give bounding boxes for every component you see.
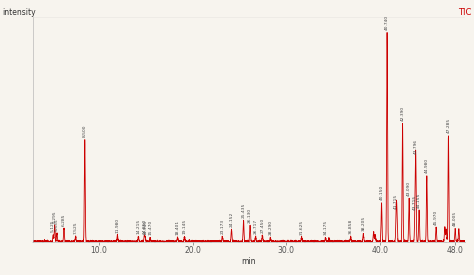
Text: 11.980: 11.980 [115, 218, 119, 233]
Text: 24.152: 24.152 [229, 211, 234, 227]
Text: 44.155: 44.155 [417, 192, 421, 208]
Text: 27.450: 27.450 [260, 217, 264, 233]
Text: 19.145: 19.145 [182, 219, 187, 234]
Text: 47.285: 47.285 [447, 118, 450, 133]
Text: 40.740: 40.740 [385, 15, 389, 30]
Text: 44.980: 44.980 [425, 158, 429, 173]
Text: 34.175: 34.175 [324, 220, 328, 235]
Text: 6.285: 6.285 [62, 213, 66, 226]
Text: 26.717: 26.717 [254, 219, 257, 234]
Text: 45.970: 45.970 [434, 210, 438, 225]
Text: 31.625: 31.625 [300, 219, 303, 235]
Text: 36.858: 36.858 [349, 219, 353, 234]
Text: intensity: intensity [2, 8, 36, 17]
Text: 25.435: 25.435 [242, 203, 246, 218]
Text: 41.715: 41.715 [394, 193, 398, 209]
X-axis label: min: min [242, 257, 256, 266]
Text: 14.215: 14.215 [137, 219, 140, 234]
Text: 15.470: 15.470 [148, 220, 152, 235]
Text: 14.850: 14.850 [142, 218, 146, 234]
Text: 42.390: 42.390 [401, 106, 404, 121]
Text: 7.525: 7.525 [73, 221, 78, 234]
Text: 26.130: 26.130 [248, 208, 252, 223]
Text: 5.535: 5.535 [55, 218, 59, 231]
Text: 40.150: 40.150 [380, 185, 383, 200]
Text: 43.796: 43.796 [414, 139, 418, 154]
Text: 18.401: 18.401 [175, 219, 180, 235]
Text: 48.005: 48.005 [453, 211, 457, 226]
Text: 38.205: 38.205 [361, 216, 365, 231]
Text: 28.290: 28.290 [268, 219, 273, 235]
Text: TIC: TIC [458, 8, 472, 17]
Text: 43.715: 43.715 [413, 194, 417, 210]
Text: 5.125: 5.125 [51, 219, 55, 232]
Text: 23.173: 23.173 [220, 219, 224, 234]
Text: 14.945: 14.945 [143, 219, 147, 235]
Text: 8.500: 8.500 [83, 124, 87, 137]
Text: 5.295: 5.295 [53, 210, 57, 222]
Text: 43.090: 43.090 [407, 181, 411, 196]
